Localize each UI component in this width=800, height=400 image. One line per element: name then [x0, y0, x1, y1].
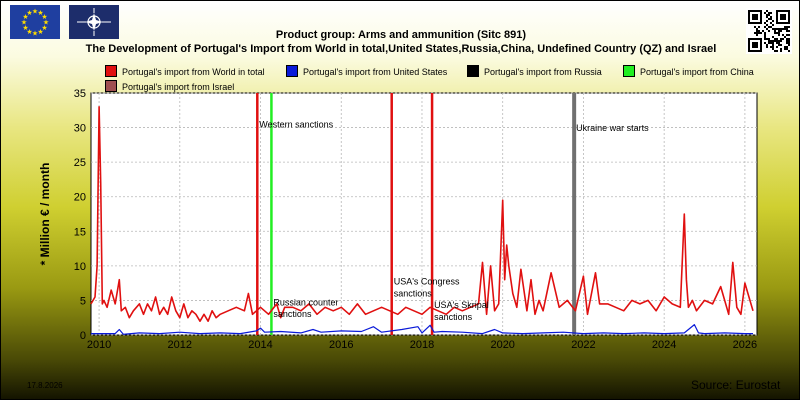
eu-star-icon: ★	[32, 30, 38, 38]
y-tick-label: 20	[74, 192, 86, 204]
legend-swatch-israel	[105, 80, 117, 92]
eu-star-icon: ★	[32, 8, 38, 16]
x-tick-label: 2010	[87, 339, 111, 351]
legend-item-russia: Portugal's import from Russia	[467, 65, 602, 77]
legend-item-israel: Portugal's import from Israel	[105, 80, 234, 92]
eu-star-icon: ★	[41, 13, 47, 21]
y-tick-label: 5	[80, 295, 86, 307]
eu-star-icon: ★	[22, 13, 28, 21]
event-annotation: Russian counter	[273, 297, 338, 307]
eu-flag-icon: ★ ★ ★ ★ ★ ★ ★ ★ ★ ★ ★ ★	[10, 5, 60, 39]
y-tick-label: 25	[74, 157, 86, 169]
event-annotation: Western sanctions	[259, 120, 333, 130]
x-tick-label: 2022	[571, 339, 595, 351]
x-tick-label: 2012	[168, 339, 192, 351]
eu-star-icon: ★	[26, 9, 32, 17]
legend-item-china: Portugal's import from China	[623, 65, 754, 77]
eu-star-icon: ★	[43, 19, 49, 27]
legend-swatch-russia	[467, 65, 479, 77]
eu-star-icon: ★	[37, 28, 43, 36]
source-label: Source: Eurostat	[691, 378, 781, 392]
qr-code-icon	[746, 8, 792, 54]
legend-label-united-states: Portugal's import from United States	[303, 67, 448, 77]
y-tick-label: 35	[74, 88, 86, 100]
x-tick-label: 2018	[410, 339, 434, 351]
nato-flag-icon	[69, 5, 119, 39]
legend-label-world: Portugal's import from World in total	[122, 67, 265, 77]
x-tick-label: 2026	[733, 339, 757, 351]
event-annotation: sanctions	[394, 288, 433, 298]
eu-star-icon: ★	[21, 19, 27, 27]
legend-item-united-states: Portugal's import from United States	[286, 65, 447, 77]
legend-label-israel: Portugal's import from Israel	[122, 82, 235, 92]
x-tick-label: 2014	[248, 339, 272, 351]
date-stamp: 17.8.2026	[27, 381, 63, 390]
y-tick-label: 10	[74, 261, 86, 273]
y-axis-label: * Million € / month	[38, 163, 52, 266]
event-annotation: Ukraine war starts	[576, 123, 649, 133]
legend-label-russia: Portugal's import from Russia	[484, 67, 602, 77]
y-tick-label: 30	[74, 123, 86, 135]
eu-star-icon: ★	[22, 24, 28, 32]
chart-title: Product group: Arms and ammunition (Sitc…	[275, 29, 527, 41]
series-line-united-states	[91, 324, 753, 335]
eu-star-icon: ★	[37, 9, 43, 17]
event-annotation: sanctions	[273, 309, 312, 319]
y-tick-label: 15	[74, 226, 86, 238]
legend-swatch-china	[623, 65, 635, 77]
series-line-world	[90, 106, 754, 323]
chart-subtitle: The Development of Portugal's Import fro…	[85, 43, 717, 55]
x-tick-label: 2024	[652, 339, 676, 351]
event-annotation: USA's Congress	[394, 277, 460, 287]
eu-star-icon: ★	[41, 24, 47, 32]
event-annotation: sanctions	[434, 312, 473, 322]
legend-item-world: Portugal's import from World in total	[105, 65, 265, 77]
y-tick-label: 0	[80, 330, 86, 342]
legend-label-china: Portugal's import from China	[640, 67, 754, 77]
event-annotation: USA's Skripal	[434, 300, 489, 310]
plot-area	[90, 92, 758, 336]
x-tick-label: 2020	[490, 339, 514, 351]
x-tick-label: 2016	[329, 339, 353, 351]
legend-swatch-united-states	[286, 65, 298, 77]
legend-swatch-world	[105, 65, 117, 77]
eu-star-icon: ★	[26, 28, 32, 36]
